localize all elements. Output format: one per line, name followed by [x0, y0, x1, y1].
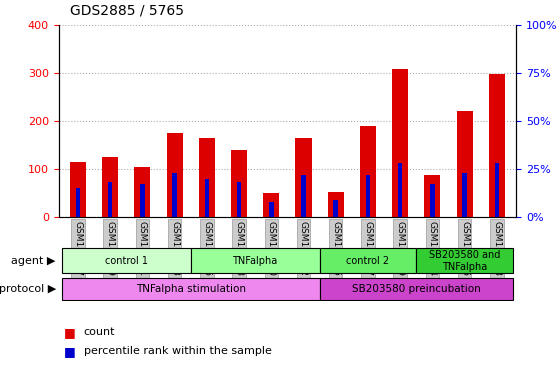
Bar: [108, 182, 112, 217]
Text: protocol ▶: protocol ▶: [0, 284, 56, 294]
Text: GSM189813: GSM189813: [170, 221, 179, 276]
Bar: [237, 182, 241, 217]
Bar: [456, 111, 473, 217]
Bar: [172, 173, 177, 217]
Bar: [334, 200, 338, 217]
Bar: [205, 179, 209, 217]
Text: GSM189806: GSM189806: [203, 221, 211, 276]
Text: GSM189807: GSM189807: [74, 221, 83, 276]
Bar: [489, 74, 505, 217]
Text: GSM189818: GSM189818: [492, 221, 501, 276]
Text: count: count: [84, 327, 115, 337]
Text: ■: ■: [64, 345, 76, 358]
Bar: [360, 126, 376, 217]
Text: GSM189816: GSM189816: [460, 221, 469, 276]
Text: GSM189817: GSM189817: [363, 221, 372, 276]
Text: GDS2885 / 5765: GDS2885 / 5765: [70, 3, 184, 17]
Text: GSM189811: GSM189811: [138, 221, 147, 276]
Text: GSM189819: GSM189819: [396, 221, 405, 276]
Bar: [76, 188, 80, 217]
Bar: [301, 175, 306, 217]
Bar: [102, 157, 118, 217]
Bar: [416, 248, 513, 273]
Text: agent ▶: agent ▶: [11, 256, 56, 266]
Text: GSM189810: GSM189810: [267, 221, 276, 276]
Bar: [140, 184, 145, 217]
Text: ■: ■: [64, 326, 76, 339]
Bar: [463, 173, 467, 217]
Bar: [494, 163, 499, 217]
Bar: [263, 193, 280, 217]
Text: GSM189809: GSM189809: [105, 221, 114, 276]
Text: TNFalpha: TNFalpha: [233, 256, 278, 266]
Bar: [328, 192, 344, 217]
Bar: [269, 202, 273, 217]
Text: SB203580 preincubation: SB203580 preincubation: [352, 284, 480, 294]
Bar: [424, 175, 440, 217]
Bar: [191, 248, 320, 273]
Bar: [430, 184, 435, 217]
Text: TNFalpha stimulation: TNFalpha stimulation: [136, 284, 246, 294]
Bar: [134, 167, 151, 217]
Text: GSM189808: GSM189808: [234, 221, 243, 276]
Bar: [70, 162, 86, 217]
Bar: [62, 278, 320, 300]
Bar: [392, 69, 408, 217]
Bar: [199, 138, 215, 217]
Text: GSM189812: GSM189812: [299, 221, 308, 276]
Text: control 2: control 2: [347, 256, 389, 266]
Bar: [295, 138, 311, 217]
Text: percentile rank within the sample: percentile rank within the sample: [84, 346, 272, 356]
Text: control 1: control 1: [105, 256, 148, 266]
Bar: [62, 248, 191, 273]
Bar: [365, 175, 370, 217]
Text: GSM189815: GSM189815: [331, 221, 340, 276]
Bar: [231, 150, 247, 217]
Bar: [320, 248, 416, 273]
Bar: [320, 278, 513, 300]
Text: SB203580 and
TNFalpha: SB203580 and TNFalpha: [429, 250, 501, 271]
Text: GSM189814: GSM189814: [428, 221, 437, 276]
Bar: [398, 163, 402, 217]
Bar: [166, 133, 182, 217]
